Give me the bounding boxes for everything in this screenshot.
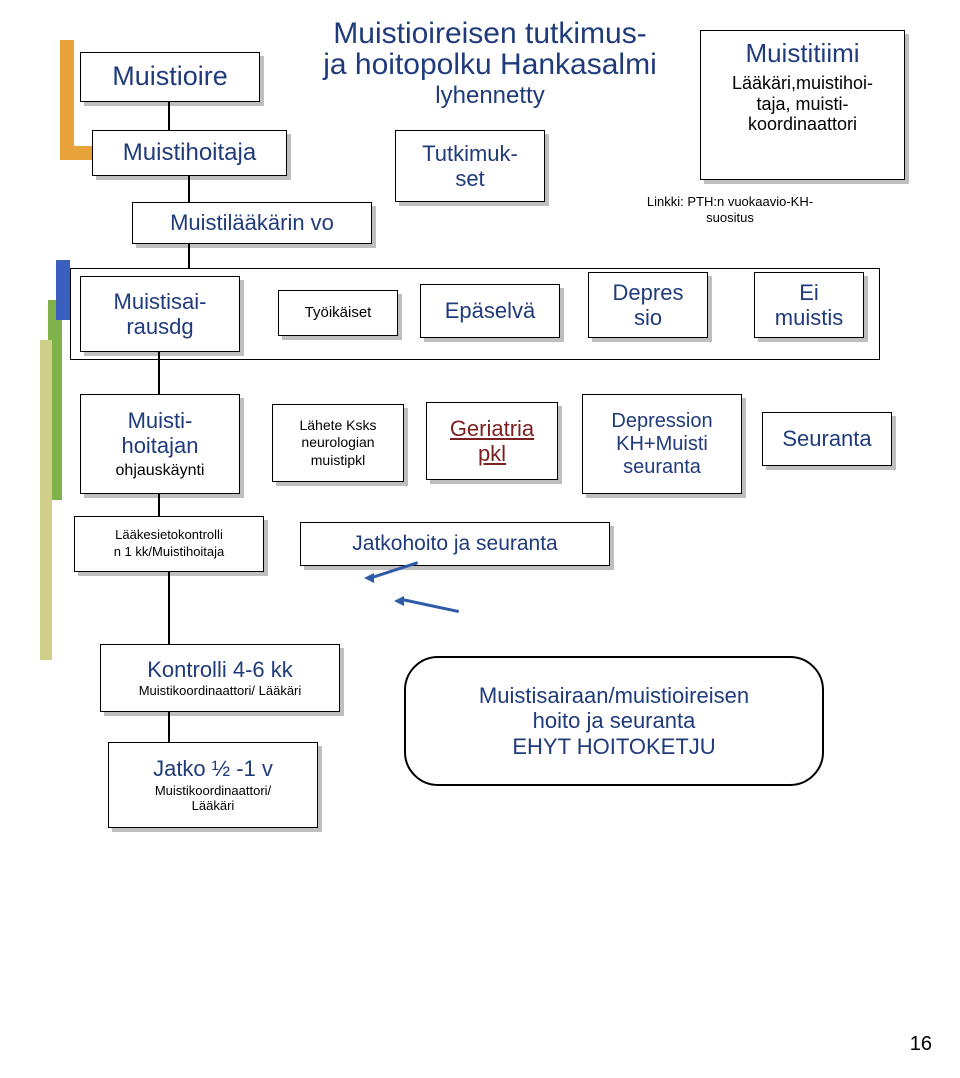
box-geriatria-pkl: Geriatria pkl [426, 402, 558, 480]
box-laakesietokontrolli: Lääkesietokontrolli n 1 kk/Muistihoitaja [74, 516, 264, 572]
conn-muistioire-hoitaja [168, 102, 170, 130]
muistitiimi-title: Muistitiimi [745, 39, 859, 69]
muistilaakarin-vo-label: Muistilääkärin vo [170, 210, 334, 235]
jatko-l2: Muistikoordinaattori/ [155, 784, 271, 799]
box-jatkohoito: Jatkohoito ja seuranta [300, 522, 610, 566]
conn-laake-down [168, 572, 170, 644]
arrow-blue-2-head [394, 596, 404, 606]
depression-l2: KH+Muisti [616, 433, 708, 456]
arrow-blue-2-shaft [402, 598, 459, 613]
muistisai-l2: rausdg [126, 314, 193, 339]
box-muistilaakarin-vo: Muistilääkärin vo [132, 202, 372, 244]
jatkohoito-label: Jatkohoito ja seuranta [352, 532, 557, 556]
muistitiimi-l3: koordinaattori [748, 114, 857, 135]
hoitajan-l1: Muisti- [128, 408, 193, 433]
muistisai-l1: Muistisai- [114, 289, 207, 314]
laakekontr-l2: n 1 kk/Muistihoitaja [114, 544, 225, 561]
box-depression-kh: Depression KH+Muisti seuranta [582, 394, 742, 494]
muistioire-label: Muistioire [112, 61, 228, 92]
kontrolli-l1: Kontrolli 4-6 kk [147, 657, 293, 682]
page-number: 16 [910, 1033, 932, 1056]
box-seuranta: Seuranta [762, 412, 892, 466]
hoitoketju-l1: Muistisairaan/muistioireisen [479, 683, 749, 708]
box-lahete: Lähete Ksks neurologian muistipkl [272, 404, 404, 482]
lahete-l3: muistipkl [311, 452, 365, 470]
box-hoitoketju: Muistisairaan/muistioireisen hoito ja se… [404, 656, 824, 786]
hoitajan-l2: hoitajan [121, 433, 198, 458]
muistitiimi-l2: taja, muisti- [756, 94, 848, 115]
deco-blue [56, 260, 70, 320]
conn-hoitajan-down [158, 494, 160, 516]
box-muistihoitajan-ohjaus: Muisti- hoitajan ohjauskäynti [80, 394, 240, 494]
linkki-text: Linkki: PTH:n vuokaavio-KH- suositus [600, 190, 860, 230]
linkki-l1: Linkki: PTH:n vuokaavio-KH- [647, 194, 813, 210]
epaselva-label: Epäselvä [445, 298, 536, 323]
geriatria-l1: Geriatria [450, 416, 534, 441]
title-sub: lyhennetty [435, 83, 544, 108]
laakekontr-l1: Lääkesietokontrolli [115, 527, 223, 544]
page-title: Muistioireisen tutkimus- ja hoitopolku H… [290, 8, 690, 118]
ei-l1: Ei [799, 280, 819, 305]
box-muistihoitaja: Muistihoitaja [92, 130, 287, 176]
lahete-l1: Lähete Ksks [299, 417, 376, 435]
kontrolli-l2: Muistikoordinaattori/ Lääkäri [139, 684, 302, 699]
deco-orange-v [60, 40, 74, 160]
page-number-value: 16 [910, 1033, 932, 1055]
depres-l1: Depres [613, 280, 684, 305]
depression-l3: seuranta [623, 456, 701, 479]
box-muistisairausdg: Muistisai- rausdg [80, 276, 240, 352]
box-tyoikaiset: Työikäiset [278, 290, 398, 336]
seuranta-label: Seuranta [782, 426, 871, 451]
muistitiimi-l1: Lääkäri,muistihoi- [732, 73, 873, 94]
muistihoitaja-label: Muistihoitaja [123, 139, 256, 167]
hoitoketju-l2: hoito ja seuranta [533, 708, 696, 733]
box-muistitiimi: Muistitiimi Lääkäri,muistihoi- taja, mui… [700, 30, 905, 180]
box-tutkimukset: Tutkimuk- set [395, 130, 545, 202]
tutkimukset-l2: set [455, 166, 484, 191]
jatko-l1: Jatko ½ -1 v [153, 756, 273, 781]
conn-kontrolli-down [168, 712, 170, 742]
depres-l2: sio [634, 305, 662, 330]
box-kontrolli: Kontrolli 4-6 kk Muistikoordinaattori/ L… [100, 644, 340, 712]
arrow-blue-1-head [364, 573, 374, 583]
title-line2: ja hoitopolku Hankasalmi [323, 49, 657, 81]
geriatria-l2: pkl [478, 441, 506, 466]
tyoikaiset-label: Työikäiset [305, 304, 372, 321]
hoitoketju-l3: EHYT HOITOKETJU [512, 734, 715, 759]
conn-hoitaja-vo [188, 176, 190, 202]
box-depressio: Depres sio [588, 272, 708, 338]
box-epaselva: Epäselvä [420, 284, 560, 338]
ei-l2: muistis [775, 305, 843, 330]
conn-vo-row2 [188, 244, 190, 268]
linkki-l2: suositus [706, 210, 754, 226]
deco-khaki [40, 340, 52, 660]
depression-l1: Depression [611, 410, 712, 433]
box-muistioire: Muistioire [80, 52, 260, 102]
lahete-l2: neurologian [301, 434, 374, 452]
jatko-l3: Lääkäri [192, 799, 235, 814]
box-ei-muistis: Ei muistis [754, 272, 864, 338]
hoitajan-l3: ohjauskäynti [116, 462, 205, 480]
box-jatko: Jatko ½ -1 v Muistikoordinaattori/ Lääkä… [108, 742, 318, 828]
conn-muistisai-down [158, 352, 160, 394]
title-line1: Muistioireisen tutkimus- [333, 18, 646, 50]
tutkimukset-l1: Tutkimuk- [422, 141, 518, 166]
